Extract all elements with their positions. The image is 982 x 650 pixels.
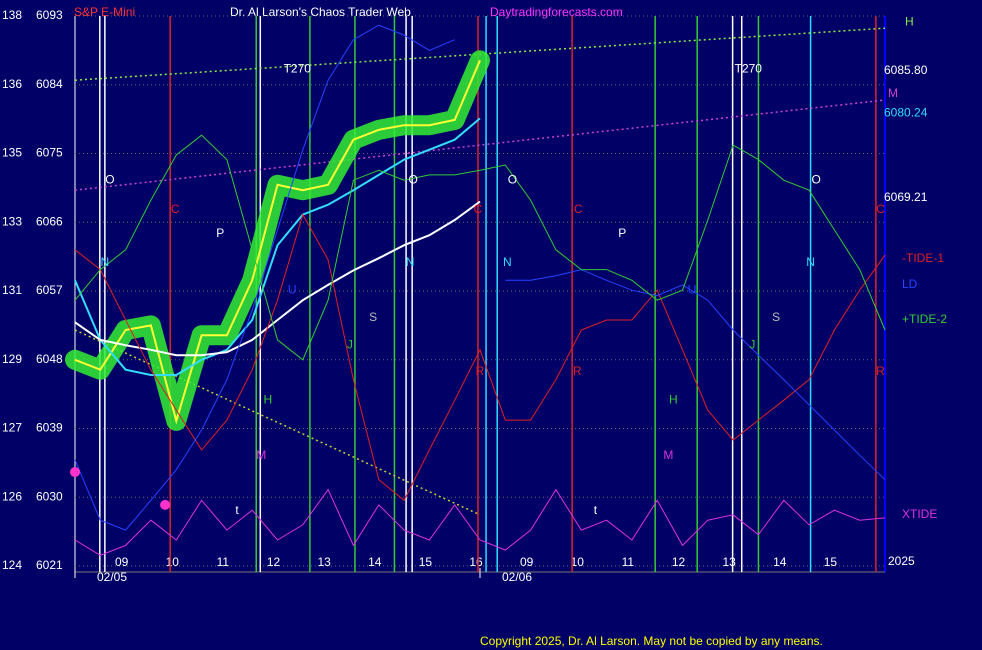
annotation: R xyxy=(876,364,885,378)
x-tick-label: 12 xyxy=(267,555,281,569)
left-scale-label: 124 xyxy=(2,558,22,572)
x-tick-label: 10 xyxy=(571,555,585,569)
series-line xyxy=(74,213,886,502)
series-line xyxy=(74,200,481,357)
left-scale-label: 126 xyxy=(2,489,22,503)
y-tick-label: 6039 xyxy=(36,421,63,435)
annotation: H xyxy=(264,392,273,406)
y-tick-label: 6048 xyxy=(36,352,63,366)
chart-title: Dr. Al Larson's Chaos Trader Web xyxy=(230,5,411,19)
x-tick-label: 12 xyxy=(672,555,686,569)
legend-label: LD xyxy=(902,277,918,291)
x-tick-label: 15 xyxy=(824,555,838,569)
annotation: R xyxy=(476,364,485,378)
legend-label: -TIDE-1 xyxy=(902,251,944,265)
y-tick-label: 6057 xyxy=(36,283,63,297)
annotation: N xyxy=(503,255,512,269)
annotation: O xyxy=(508,172,517,186)
annotation: N xyxy=(406,255,415,269)
year-label: 2025 xyxy=(888,554,915,568)
level-label: 6080.24 xyxy=(884,106,928,120)
series-line xyxy=(74,488,886,556)
annotation: O xyxy=(105,172,114,186)
annotation: J xyxy=(347,337,353,351)
legend-label: XTIDE xyxy=(902,507,937,521)
left-scale-label: 138 xyxy=(2,8,22,22)
date-label: 02/05 xyxy=(97,570,127,584)
annotation: M xyxy=(256,448,266,462)
annotation: T270 xyxy=(284,62,312,76)
annotation: C xyxy=(171,202,180,216)
x-tick-label: 15 xyxy=(419,555,433,569)
date-label: 02/06 xyxy=(502,570,532,584)
copyright: Copyright 2025, Dr. Al Larson. May not b… xyxy=(480,634,823,648)
annotation: t xyxy=(594,503,598,517)
x-tick-label: 14 xyxy=(368,555,382,569)
level-label: 6069.21 xyxy=(884,190,928,204)
x-tick-label: 09 xyxy=(115,555,129,569)
level-label: 6085.80 xyxy=(884,63,928,77)
website: Daytradingforecasts.com xyxy=(490,5,623,19)
annotation: N xyxy=(101,255,110,269)
series-line xyxy=(74,59,481,425)
trend-label: M xyxy=(888,86,898,100)
x-tick-label: 13 xyxy=(317,555,331,569)
annotation: U xyxy=(688,282,697,296)
trend-label: H xyxy=(905,14,914,28)
left-scale-label: 135 xyxy=(2,146,22,160)
x-tick-label: 11 xyxy=(622,555,635,569)
annotation: M xyxy=(663,448,673,462)
annotation: N xyxy=(806,255,815,269)
annotation: O xyxy=(409,172,418,186)
legend-label: +TIDE-2 xyxy=(902,312,947,326)
series-line xyxy=(74,134,886,361)
x-tick-label: 14 xyxy=(773,555,787,569)
left-scale-label: 136 xyxy=(2,77,22,91)
annotation: T270 xyxy=(735,62,763,76)
marker xyxy=(160,499,171,510)
series-line xyxy=(74,24,886,531)
annotation: J xyxy=(749,337,755,351)
annotation: C xyxy=(574,202,583,216)
y-tick-label: 6066 xyxy=(36,214,63,228)
annotation: S xyxy=(772,310,780,324)
y-tick-label: 6084 xyxy=(36,77,63,91)
x-tick-label: 10 xyxy=(166,555,180,569)
left-scale-label: 129 xyxy=(2,352,22,366)
series-line xyxy=(74,117,481,376)
annotation: R xyxy=(573,364,582,378)
y-tick-label: 6021 xyxy=(36,558,63,572)
x-tick-label: 16 xyxy=(469,555,483,569)
annotation: U xyxy=(288,282,297,296)
left-scale-label: 127 xyxy=(2,421,22,435)
left-scale-label: 133 xyxy=(2,214,22,228)
y-tick-label: 6075 xyxy=(36,146,63,160)
y-tick-label: 6093 xyxy=(36,8,63,22)
trend-line xyxy=(74,99,886,191)
annotation: P xyxy=(618,226,626,240)
annotation: H xyxy=(669,392,678,406)
annotation: P xyxy=(216,226,224,240)
annotation: t xyxy=(235,503,239,517)
annotation: C xyxy=(876,202,885,216)
y-tick-label: 6030 xyxy=(36,489,63,503)
x-tick-label: 13 xyxy=(722,555,736,569)
x-tick-label: 11 xyxy=(217,555,230,569)
annotation: C xyxy=(474,202,483,216)
x-tick-label: 09 xyxy=(520,555,534,569)
annotation: S xyxy=(369,310,377,324)
annotation: O xyxy=(811,172,820,186)
left-scale-label: 131 xyxy=(2,283,22,297)
marker xyxy=(70,467,80,478)
